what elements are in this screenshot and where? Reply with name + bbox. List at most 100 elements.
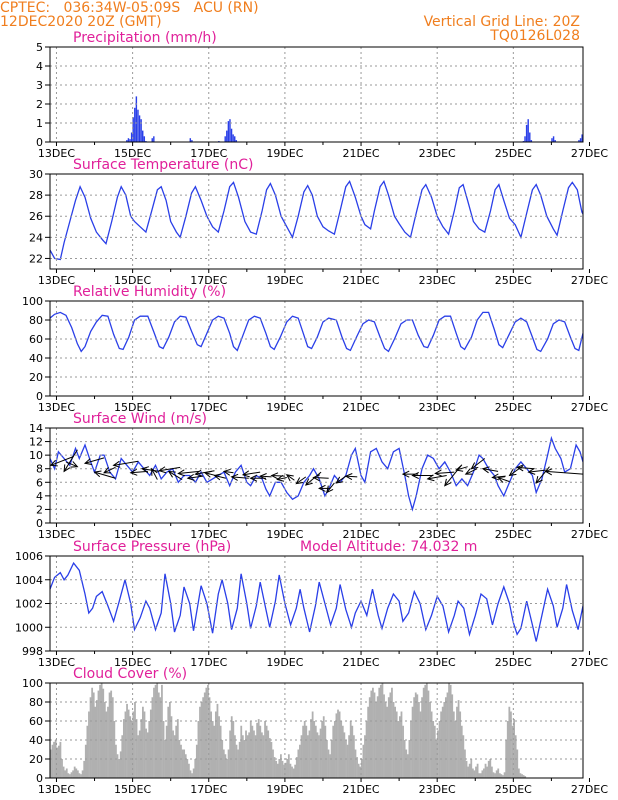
x-tick-label: 25DEC (495, 274, 532, 287)
x-tick-label: 15DEC (114, 528, 151, 541)
cloud-frame (49, 682, 584, 779)
cloud-bar (391, 687, 393, 778)
cloud-bar (99, 684, 101, 778)
pressure-title: Surface Pressure (hPa) (73, 539, 231, 555)
cloud-bar (64, 770, 67, 778)
cloud-bar (161, 684, 163, 778)
cloud-bar (154, 684, 157, 778)
x-tick-label: 21DEC (342, 401, 379, 414)
cloud-bar (286, 759, 289, 778)
rh-line (50, 311, 583, 353)
cloud-bar (489, 759, 492, 778)
wind-arrowhead (70, 461, 79, 468)
cloud-bar (72, 770, 74, 778)
cloud-bar (495, 770, 498, 778)
wind-arrowhead (455, 464, 464, 472)
wind-arrow (63, 449, 78, 472)
cloud-bar (197, 721, 200, 778)
wind-arrow (435, 471, 455, 474)
precip-bar (551, 138, 553, 142)
cloud-bar (207, 684, 209, 778)
cloud-bar (203, 692, 206, 778)
cloud-bar (73, 766, 76, 778)
cloud-bar (124, 711, 127, 778)
cloud-bar (91, 687, 94, 778)
cloud-bar (322, 716, 325, 778)
cloud-bar (162, 721, 165, 778)
wind-arrowhead (186, 473, 195, 481)
cloud-bar (405, 749, 408, 778)
cloud-bar (260, 732, 263, 778)
cloud-bar (457, 700, 460, 778)
vertical-grid-note: Vertical Grid Line: 20Z (423, 14, 580, 30)
cloud-bar (189, 770, 192, 778)
y-tick-label: 30 (29, 168, 43, 181)
cloud-bar (175, 725, 178, 778)
cloud-bar (356, 757, 358, 778)
precip-bar (127, 138, 130, 142)
cloud-bar (456, 706, 458, 778)
cloud-bar (459, 711, 462, 778)
cloud-bar (80, 774, 82, 778)
cloud-bar (195, 744, 198, 778)
cloud-bar (295, 757, 298, 778)
x-tick-label: 15DEC (114, 401, 151, 414)
wind-arrowhead (434, 469, 442, 477)
cloud-bar (365, 721, 368, 778)
wind-arrow (528, 469, 546, 473)
precip-bar (226, 130, 228, 142)
cloud-bar (257, 719, 260, 778)
wind-arrowhead (50, 459, 58, 467)
cloud-bar (121, 735, 124, 778)
cloud-bar (259, 725, 262, 778)
cloud-bar (476, 763, 479, 778)
cloud-bar (273, 757, 276, 778)
cloud-bar (86, 725, 89, 778)
pressure-annotation: Model Altitude: 74.032 m (300, 539, 477, 555)
cloud-bar (135, 719, 138, 778)
cloud-bar (338, 711, 341, 778)
cloud-bar (170, 716, 173, 778)
cloud-bar (248, 732, 251, 778)
cloud-bar (430, 711, 433, 778)
wind-data (50, 435, 583, 512)
cloud-bar (119, 751, 122, 778)
y-tick-label: 24 (29, 231, 43, 244)
cloud-bar (181, 749, 184, 778)
cloud-title: Cloud Cover (%) (73, 666, 187, 682)
precip-bar (554, 140, 556, 142)
pressure-data (50, 561, 583, 642)
cloud-bar (376, 696, 379, 778)
precip-bar (126, 140, 128, 142)
wind-arrowhead (259, 473, 267, 481)
wind-grid (50, 428, 583, 523)
wind-arrowhead (481, 466, 490, 474)
cloud-bar (142, 706, 144, 778)
cloud-bar (386, 706, 389, 778)
cloud-bar (460, 725, 463, 778)
wind-arrowhead (276, 474, 285, 482)
wind-arrow (50, 456, 74, 466)
wind-arrows (50, 449, 583, 494)
precip-bar (137, 109, 139, 142)
x-tick-label: 17DEC (190, 656, 227, 669)
cloud-bar (484, 763, 487, 778)
run-datetime: 12DEC2020 20Z (GMT) (0, 14, 162, 30)
y-tick-label: 2 (36, 98, 43, 111)
precip-bar (579, 138, 582, 142)
x-tick-label: 19DEC (266, 656, 303, 669)
cloud-bar (443, 702, 446, 778)
cloud-bar (335, 713, 338, 778)
cloud-bar (403, 740, 406, 778)
precip-bar (153, 136, 155, 142)
cloud-bar (292, 768, 295, 778)
cloud-bar (275, 760, 278, 778)
wind-arrowhead (335, 476, 344, 484)
cloud-bar (272, 749, 274, 778)
precip-bar (530, 140, 533, 142)
cloud-bar (368, 697, 371, 778)
cloud-bar (333, 721, 336, 778)
cloud-bar (137, 735, 140, 778)
cloud-bar (253, 730, 255, 778)
cloud-bar (157, 692, 160, 778)
